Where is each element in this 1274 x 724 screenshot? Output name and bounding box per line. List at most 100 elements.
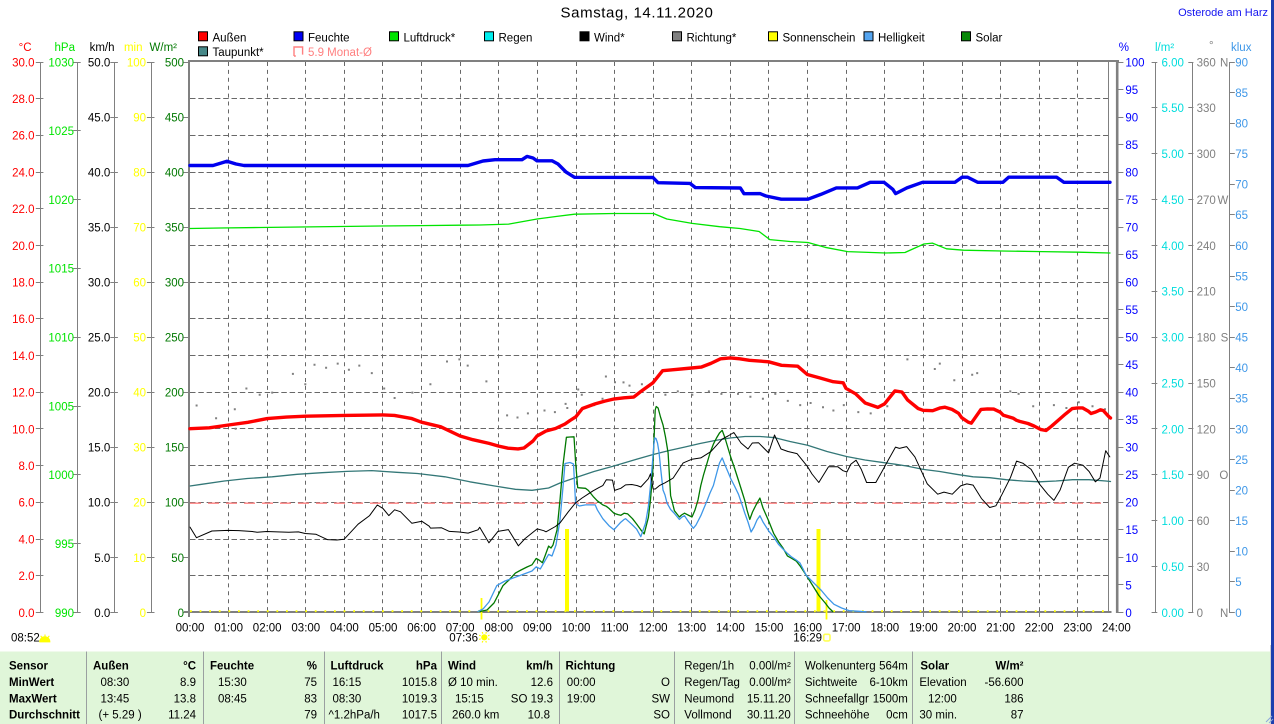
svg-text:21:00: 21:00 [986,623,1015,635]
svg-text:40.0: 40.0 [88,167,110,179]
svg-text:75: 75 [1235,149,1248,161]
svg-text:05:00: 05:00 [369,623,398,635]
svg-text:N: N [1220,57,1228,69]
svg-text:564m: 564m [879,661,908,673]
svg-text:Sichtweite: Sichtweite [805,677,857,689]
svg-text:70: 70 [133,223,146,235]
svg-text:995: 995 [55,539,74,551]
svg-text:hPa: hPa [55,42,76,54]
svg-text:Neumond: Neumond [684,693,734,705]
svg-text:25: 25 [1235,455,1248,467]
svg-text:°C: °C [183,661,196,673]
svg-text:Sensor: Sensor [9,661,49,673]
svg-text:40: 40 [1235,363,1248,375]
svg-text:SW: SW [651,693,670,705]
svg-text:min: min [124,42,143,54]
svg-text:79: 79 [304,709,317,721]
svg-text:1010: 1010 [48,333,74,345]
svg-text:1025: 1025 [48,126,74,138]
svg-text:25.0: 25.0 [88,333,110,345]
svg-text:00:00: 00:00 [176,623,205,635]
svg-text:1019.3: 1019.3 [402,693,437,705]
svg-text:0: 0 [1235,608,1241,620]
svg-text:km/h: km/h [526,661,553,673]
svg-text:O: O [1219,470,1228,482]
svg-text:95: 95 [1125,85,1138,97]
svg-text:13:00: 13:00 [677,623,706,635]
svg-text:65: 65 [1235,210,1248,222]
svg-text:Osterode am Harz: Osterode am Harz [1178,7,1268,19]
svg-text:0.00l/m²: 0.00l/m² [749,661,791,673]
svg-text:18.0: 18.0 [12,278,34,290]
svg-text:5: 5 [1125,580,1131,592]
svg-text:12.6: 12.6 [531,677,553,689]
svg-text:Solar: Solar [976,33,1003,45]
svg-text:Vollmond: Vollmond [684,709,731,721]
svg-text:83: 83 [304,693,317,705]
svg-text:MinWert: MinWert [9,677,54,689]
svg-text:16.0: 16.0 [12,314,34,326]
svg-text:40: 40 [133,388,146,400]
svg-text:Regen/Tag: Regen/Tag [684,677,740,689]
svg-text:Regen: Regen [499,33,533,45]
svg-text:16:15: 16:15 [333,677,362,689]
svg-text:11:00: 11:00 [601,623,629,635]
svg-text:300: 300 [165,278,184,290]
svg-text:klux: klux [1231,42,1252,54]
svg-text:1015.8: 1015.8 [402,677,437,689]
svg-text:Wind*: Wind* [594,33,625,45]
svg-text:45.0: 45.0 [88,112,110,124]
svg-text:22:00: 22:00 [1025,623,1054,635]
svg-text:45: 45 [1125,360,1138,372]
svg-text:16:00: 16:00 [793,623,822,635]
svg-text:Luftdruck: Luftdruck [331,661,385,673]
svg-text:0: 0 [140,608,146,620]
svg-text:2.50: 2.50 [1162,378,1184,390]
svg-text:6.0: 6.0 [19,498,35,510]
svg-text:15.11.20: 15.11.20 [747,693,791,705]
svg-text:08:52: 08:52 [11,633,40,645]
svg-text:5.00: 5.00 [1162,149,1184,161]
svg-text:Solar: Solar [920,661,949,673]
svg-text:65: 65 [1125,250,1138,262]
svg-text:(+ 5.29 ): (+ 5.29 ) [99,709,142,721]
svg-text:3.00: 3.00 [1162,333,1184,345]
svg-text:Regen/1h: Regen/1h [684,661,734,673]
svg-text:10.8: 10.8 [528,709,550,721]
svg-text:6.00: 6.00 [1162,57,1184,69]
svg-text:%: % [1119,42,1129,54]
svg-text:O: O [661,677,670,689]
svg-text:28.0: 28.0 [12,94,34,106]
svg-text:03:00: 03:00 [291,623,320,635]
svg-text:20: 20 [1125,498,1138,510]
svg-text:1500m: 1500m [873,693,908,705]
svg-text:990: 990 [55,608,74,620]
svg-text:8.0: 8.0 [19,461,35,473]
svg-text:30: 30 [133,443,146,455]
svg-text:18:00: 18:00 [870,623,899,635]
svg-text:85: 85 [1235,88,1248,100]
svg-text:35: 35 [1235,394,1248,406]
svg-text:Außen: Außen [93,661,129,673]
svg-text:75: 75 [304,677,317,689]
svg-text:100: 100 [127,57,146,69]
svg-text:90: 90 [133,112,146,124]
svg-text:22.0: 22.0 [12,204,34,216]
svg-text:hPa: hPa [416,661,438,673]
svg-text:100: 100 [1125,57,1144,69]
svg-text:11.24: 11.24 [168,709,197,721]
svg-text:45: 45 [1235,333,1248,345]
svg-text:08:45: 08:45 [218,693,247,705]
svg-text:4.50: 4.50 [1162,195,1184,207]
svg-text:W/m²: W/m² [995,661,1023,673]
svg-text:08:30: 08:30 [101,677,130,689]
svg-text:55: 55 [1125,305,1138,317]
svg-text:30.11.20: 30.11.20 [747,709,791,721]
svg-text:15:00: 15:00 [755,623,784,635]
svg-text:10: 10 [133,553,146,565]
svg-text:12:00: 12:00 [928,693,957,705]
svg-text:15:30: 15:30 [218,677,247,689]
svg-text:90: 90 [1125,112,1138,124]
svg-text:^1.2hPa/h: ^1.2hPa/h [329,709,380,721]
svg-text:5.9 Monat-Ø: 5.9 Monat-Ø [308,47,372,59]
